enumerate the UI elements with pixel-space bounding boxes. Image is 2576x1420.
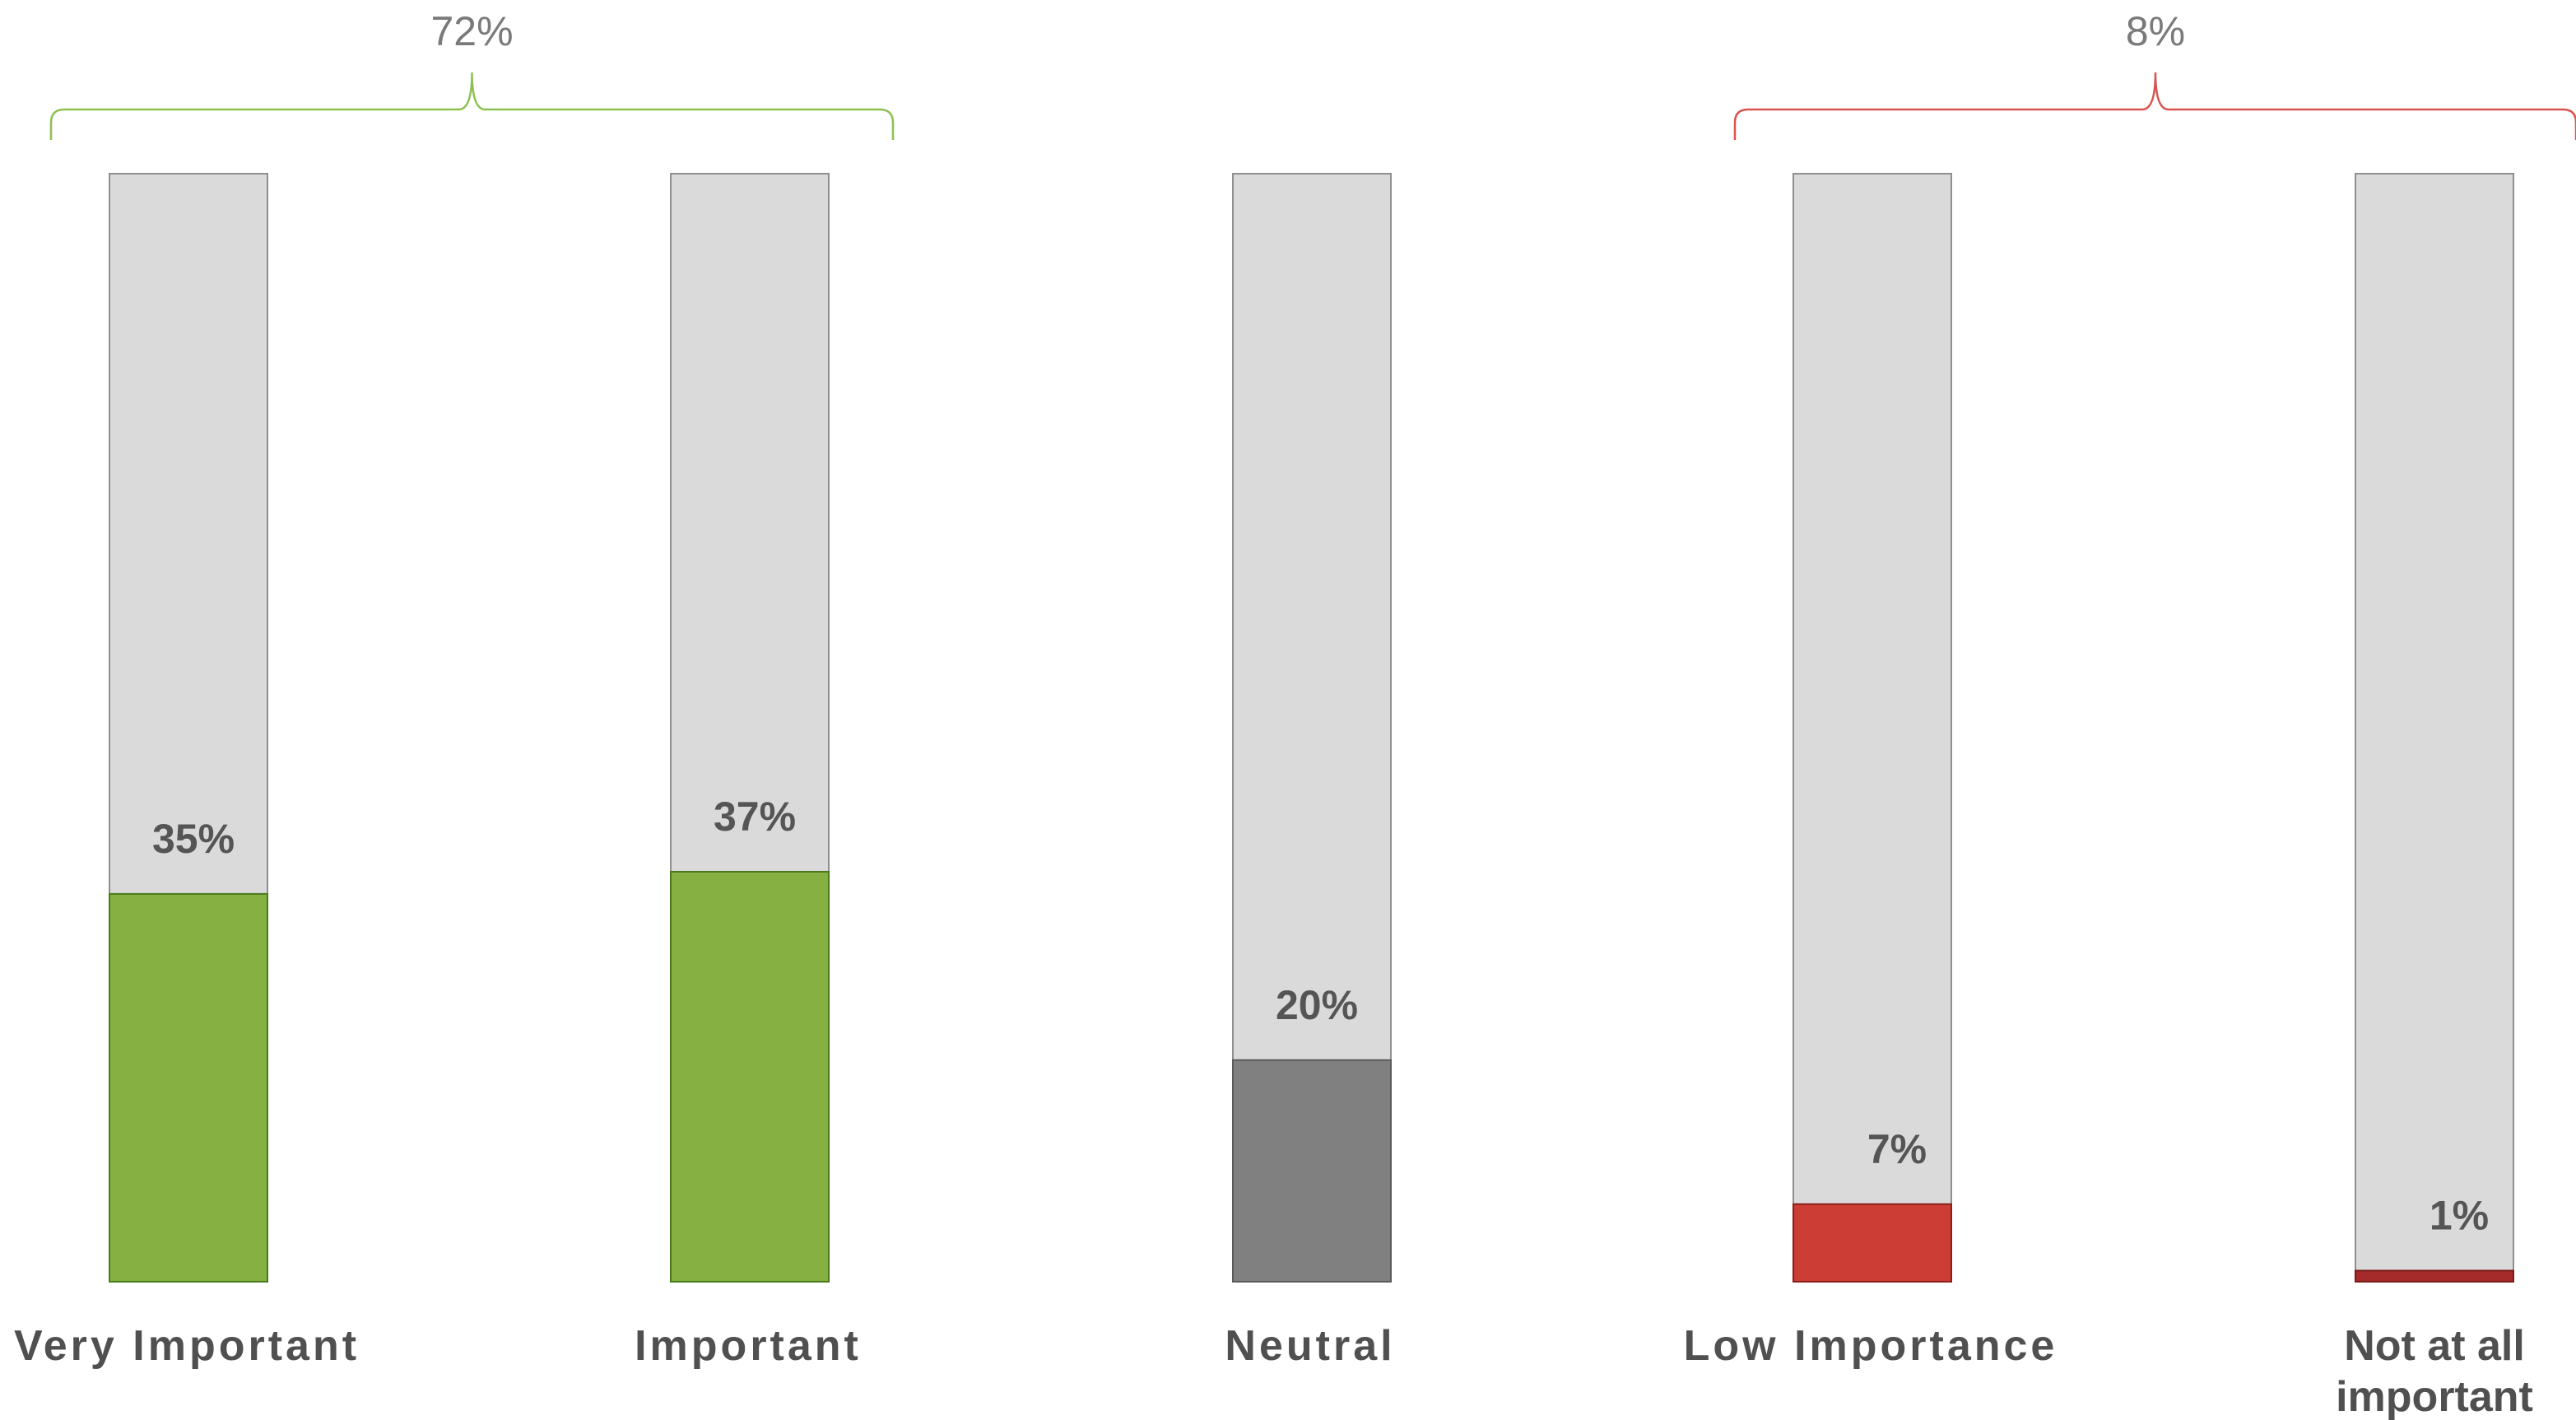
- category-label-neutral: Neutral: [1225, 1322, 1395, 1370]
- bar-value-label-very-important: 35%: [152, 816, 235, 862]
- bar-value-label-neutral: 20%: [1276, 982, 1358, 1028]
- bar-important: [670, 870, 830, 1283]
- group-total-label-negative: 8%: [2126, 8, 2185, 54]
- bar-not-at-all-important: [2355, 1269, 2514, 1283]
- bar-value-label-important: 37%: [714, 794, 796, 840]
- category-label-important: Important: [635, 1322, 862, 1370]
- bar-neutral: [1232, 1059, 1392, 1283]
- category-label-very-important: Very Important: [14, 1322, 360, 1370]
- group-bracket-negative: [1733, 72, 2576, 140]
- category-label-not-at-all-important-line-1: Not at all: [2344, 1322, 2525, 1370]
- bar-track-low-importance: [1793, 173, 1952, 1283]
- group-bracket-positive: [49, 72, 895, 140]
- group-total-label-positive: 72%: [430, 8, 513, 54]
- category-label-not-at-all-important-line-2: important: [2336, 1373, 2533, 1420]
- bar-low-importance: [1793, 1203, 1952, 1283]
- bar-value-label-not-at-all-important: 1%: [2430, 1193, 2489, 1239]
- category-label-low-importance: Low Importance: [1684, 1322, 2058, 1370]
- bar-value-label-low-importance: 7%: [1867, 1126, 1927, 1172]
- bar-track-not-at-all-important: [2355, 173, 2514, 1283]
- bar-very-important: [109, 892, 268, 1283]
